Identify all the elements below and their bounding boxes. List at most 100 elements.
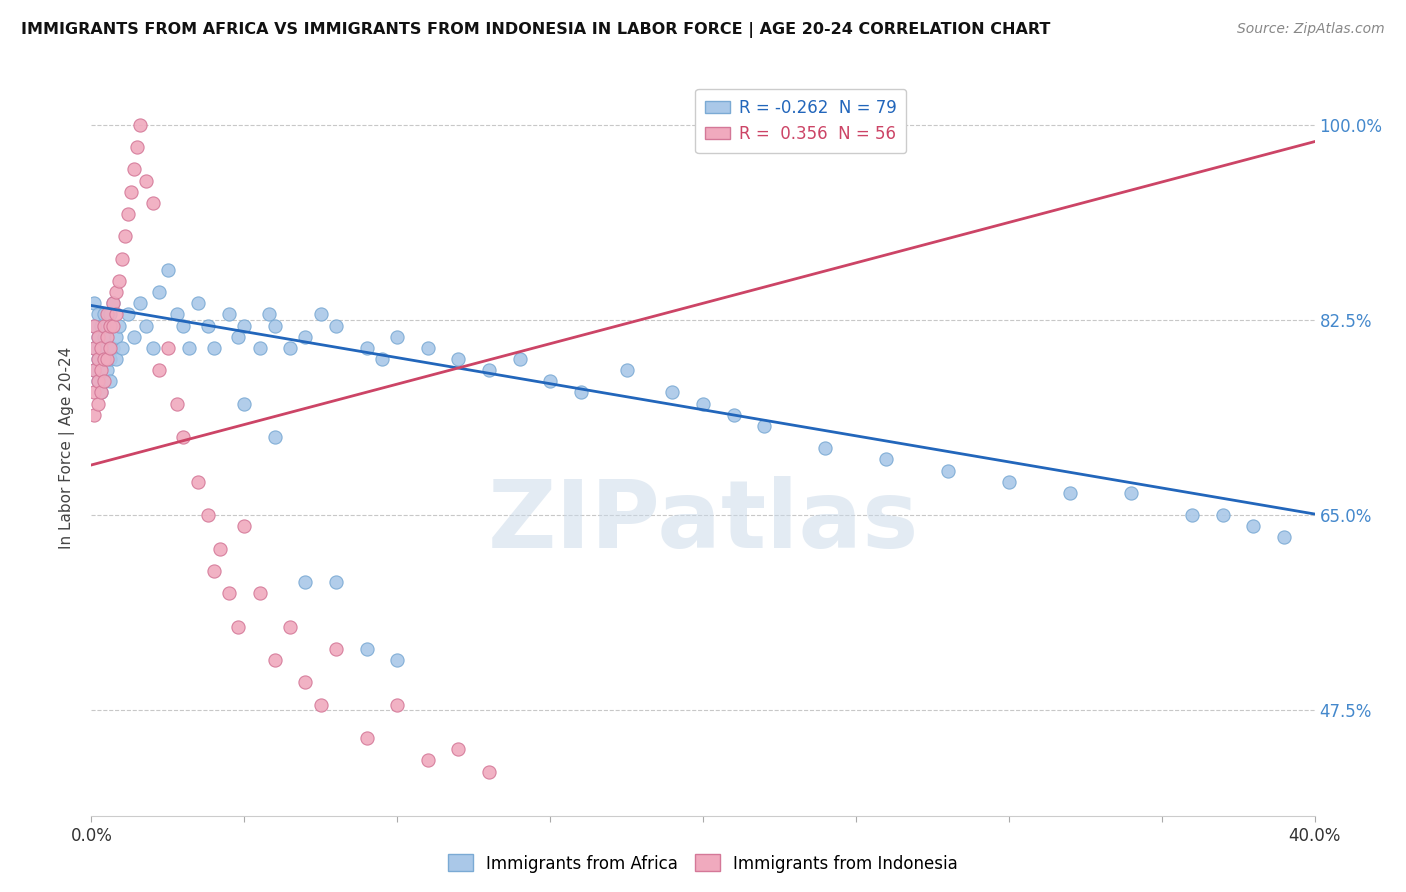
Point [197,318,219,333]
Point [1243,519,1265,533]
Point [278,341,301,355]
Point [122,162,145,177]
Point [187,296,209,310]
Point [141,341,163,355]
Point [156,341,179,355]
Point [218,586,240,600]
Point [202,341,225,355]
Point [309,307,332,321]
Point [148,285,170,300]
Point [172,318,194,333]
Point [86,307,108,321]
Point [416,341,439,355]
Point [86,374,108,388]
Point [538,374,561,388]
Point [117,307,139,321]
Point [264,318,287,333]
Point [257,307,280,321]
Point [86,351,108,366]
Point [509,351,531,366]
Point [98,374,121,388]
Point [197,508,219,522]
Point [616,363,638,377]
Point [83,363,105,377]
Point [264,430,287,444]
Point [936,464,959,478]
Point [875,452,898,467]
Point [96,307,118,321]
Point [294,574,316,589]
Text: Source: ZipAtlas.com: Source: ZipAtlas.com [1237,22,1385,37]
Point [294,675,316,690]
Point [83,296,105,310]
Point [179,341,201,355]
Point [120,185,142,199]
Point [83,363,105,377]
Y-axis label: In Labor Force | Age 20-24: In Labor Force | Age 20-24 [59,347,76,549]
Point [325,318,347,333]
Point [814,442,837,455]
Point [447,351,470,366]
Point [249,586,271,600]
Point [86,396,108,410]
Point [96,318,118,333]
Point [117,207,139,221]
Point [385,698,409,712]
Point [111,252,134,266]
Point [96,351,118,366]
Point [385,329,409,343]
Point [233,519,256,533]
Point [187,475,209,489]
Point [135,318,157,333]
Point [108,274,131,288]
Point [129,296,152,310]
Point [356,641,378,656]
Legend: Immigrants from Africa, Immigrants from Indonesia: Immigrants from Africa, Immigrants from … [441,847,965,880]
Text: IMMIGRANTS FROM AFRICA VS IMMIGRANTS FROM INDONESIA IN LABOR FORCE | AGE 20-24 C: IMMIGRANTS FROM AFRICA VS IMMIGRANTS FRO… [21,22,1050,38]
Point [148,363,170,377]
Point [96,329,118,343]
Point [86,329,108,343]
Point [371,351,394,366]
Point [83,318,105,333]
Point [208,541,231,556]
Point [101,296,124,310]
Point [83,341,105,355]
Point [108,318,131,333]
Point [90,363,112,377]
Point [661,385,683,400]
Point [998,475,1021,489]
Point [104,329,127,343]
Point [93,351,115,366]
Point [127,140,149,154]
Point [86,374,108,388]
Point [96,363,118,377]
Point [98,351,121,366]
Point [692,396,714,410]
Point [264,653,287,667]
Point [1181,508,1204,522]
Point [226,619,249,633]
Point [569,385,592,400]
Point [202,564,225,578]
Point [166,396,188,410]
Point [233,318,256,333]
Point [294,329,316,343]
Point [90,385,112,400]
Point [122,329,145,343]
Point [101,318,124,333]
Point [478,764,501,779]
Point [98,318,121,333]
Point [356,731,378,746]
Point [90,341,112,355]
Point [93,307,115,321]
Point [447,742,470,756]
Point [86,329,108,343]
Point [90,341,112,355]
Point [104,307,127,321]
Point [1121,485,1143,500]
Point [83,408,105,422]
Point [278,619,301,633]
Point [325,574,347,589]
Point [1212,508,1234,522]
